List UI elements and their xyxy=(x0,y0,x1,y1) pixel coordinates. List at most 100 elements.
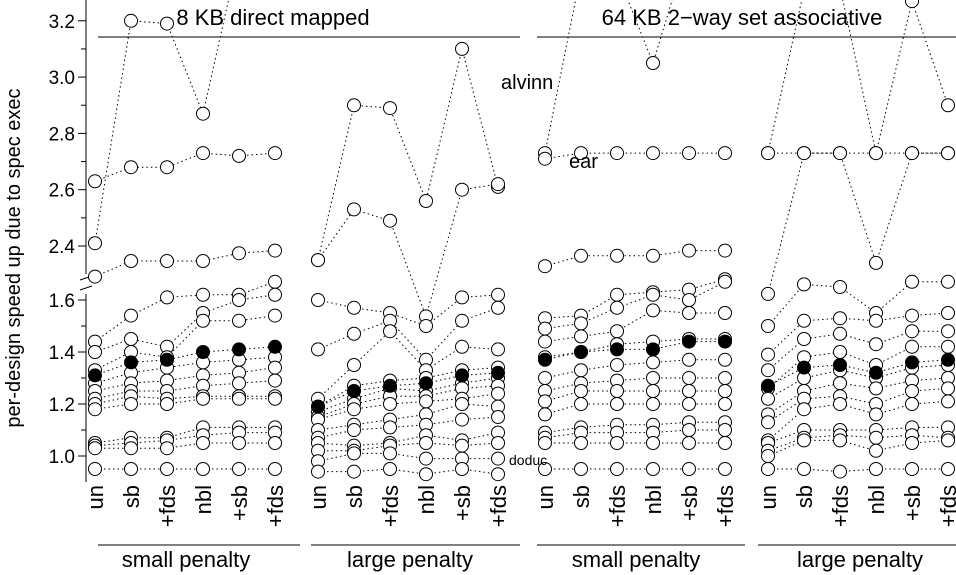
x-tick-label: nbl xyxy=(641,485,666,514)
mean-point xyxy=(383,378,397,393)
mean-point xyxy=(347,384,361,398)
y-tick-label: 3.0 xyxy=(49,68,75,89)
data-point xyxy=(347,402,361,417)
data-point xyxy=(682,371,696,385)
x-tick-label: nbl xyxy=(191,485,216,514)
data-point xyxy=(232,313,246,328)
data-point xyxy=(610,462,624,476)
data-point xyxy=(761,462,775,476)
data-point xyxy=(455,462,469,476)
x-tick-label: +fds xyxy=(713,485,738,527)
series-line xyxy=(544,250,725,267)
data-point xyxy=(905,0,919,9)
x-tick-label: nbl xyxy=(414,485,439,514)
data-point xyxy=(88,236,102,251)
x-tick-label: +sb xyxy=(227,485,252,521)
data-point xyxy=(574,316,588,331)
series-line xyxy=(317,367,499,408)
data-point xyxy=(797,277,811,292)
data-point xyxy=(610,300,624,315)
data-point xyxy=(268,360,282,375)
data-point xyxy=(491,467,505,482)
data-point xyxy=(610,324,624,339)
data-point xyxy=(491,287,505,302)
series-line xyxy=(767,0,949,154)
data-point xyxy=(797,402,811,417)
data-point xyxy=(574,329,588,344)
chart-labels: 2.42.62.83.03.23.41.01.21.41.6per-design… xyxy=(3,5,956,572)
data-point xyxy=(88,462,102,476)
series-line xyxy=(544,338,725,358)
data-point xyxy=(268,391,282,406)
series-line xyxy=(94,426,275,444)
x-tick-label: +fds xyxy=(605,485,630,527)
data-point xyxy=(491,342,505,357)
x-tick-label: +sb xyxy=(677,485,702,521)
data-point xyxy=(869,313,883,328)
mean-line xyxy=(767,359,949,387)
data-point xyxy=(538,321,552,336)
data-point xyxy=(718,436,732,450)
data-point xyxy=(268,146,282,161)
series-line xyxy=(767,387,949,423)
data-point xyxy=(196,146,210,161)
data-point xyxy=(491,451,505,466)
data-point xyxy=(833,464,847,479)
data-point xyxy=(941,381,955,396)
mean-line xyxy=(317,372,499,408)
series-line xyxy=(94,315,276,371)
data-point xyxy=(491,410,505,424)
series-line xyxy=(544,309,725,343)
data-point xyxy=(646,248,660,263)
data-point xyxy=(833,311,847,326)
series-line xyxy=(544,403,725,415)
data-point xyxy=(610,397,624,411)
x-tick-label: nbl xyxy=(864,485,889,514)
data-point xyxy=(905,397,919,411)
data-point xyxy=(347,358,361,372)
x-tick-label: +fds xyxy=(155,485,180,527)
annotation-alvinn: alvinn xyxy=(501,72,553,94)
mean-point xyxy=(869,365,883,380)
data-point xyxy=(268,274,282,289)
data-point xyxy=(160,254,174,268)
x-tick-label: sb xyxy=(342,485,367,508)
data-point xyxy=(455,290,469,305)
data-point xyxy=(124,13,138,28)
data-point xyxy=(268,308,282,323)
data-point xyxy=(905,274,919,289)
data-point xyxy=(347,446,361,461)
series-line xyxy=(94,294,276,353)
y-tick-label: 1.2 xyxy=(49,395,75,416)
data-point xyxy=(833,433,847,448)
data-point xyxy=(682,243,696,258)
series-line xyxy=(544,0,673,154)
data-point xyxy=(268,243,282,258)
data-point xyxy=(419,451,433,466)
data-point xyxy=(574,363,588,378)
data-point xyxy=(905,384,919,398)
x-tick-label: +fds xyxy=(828,485,853,527)
series-line xyxy=(94,395,275,405)
series-line xyxy=(94,281,276,343)
data-point xyxy=(941,146,955,161)
series-line xyxy=(317,452,498,462)
data-point xyxy=(905,436,919,450)
data-point xyxy=(311,293,325,307)
data-point xyxy=(833,146,847,161)
series-line xyxy=(317,183,499,318)
penalty-label: large penalty xyxy=(347,547,473,572)
data-point xyxy=(646,146,660,161)
data-point xyxy=(646,384,660,398)
series-line xyxy=(317,432,499,447)
data-point xyxy=(646,462,660,476)
data-point xyxy=(682,146,696,161)
data-point xyxy=(761,415,775,430)
series-line xyxy=(94,0,230,244)
data-point xyxy=(455,412,469,427)
data-point xyxy=(718,397,732,411)
data-point xyxy=(941,339,955,354)
data-point xyxy=(419,467,433,482)
data-point xyxy=(797,332,811,346)
data-point xyxy=(682,293,696,307)
